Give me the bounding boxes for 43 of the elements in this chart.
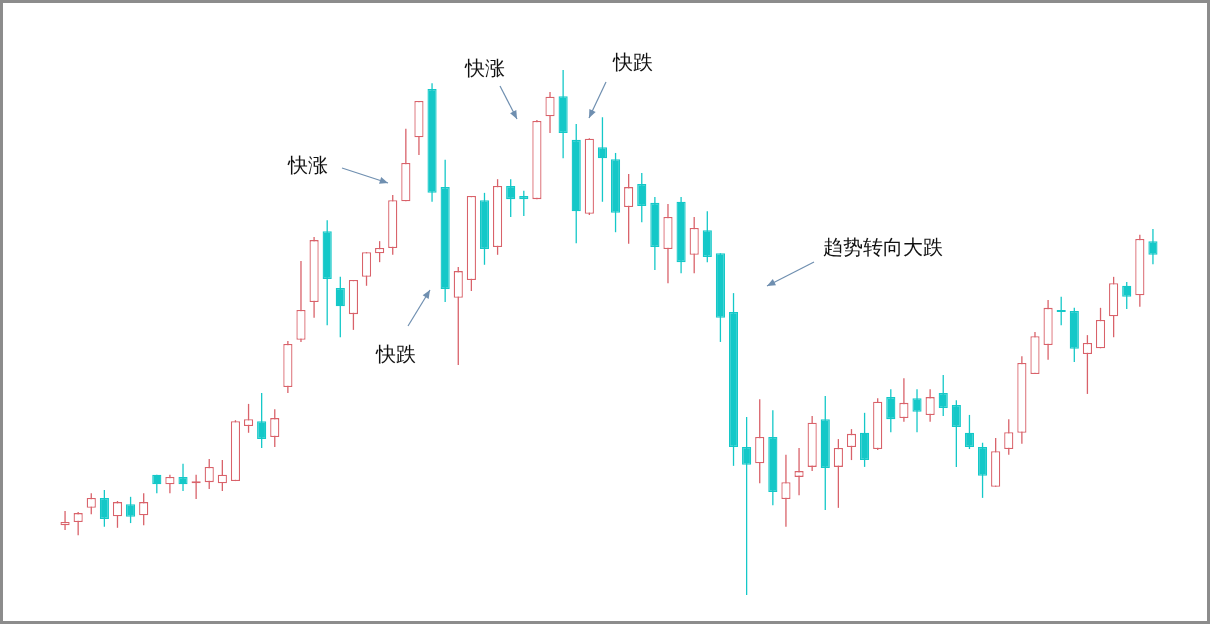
candlestick (60, 510, 70, 531)
candlestick (73, 511, 83, 536)
candlestick (938, 374, 948, 417)
candlestick (637, 172, 647, 223)
candlestick (257, 392, 267, 449)
candlestick (361, 251, 372, 287)
candlestick (597, 116, 608, 203)
annotation: 快跌 (376, 340, 416, 368)
annotation: 快涨 (288, 151, 328, 179)
candlestick (165, 474, 175, 494)
candlestick (886, 388, 896, 433)
candlestick (335, 276, 345, 338)
candlestick (755, 398, 765, 484)
candlestick (794, 447, 804, 496)
candlestick (833, 438, 843, 509)
candlestick (925, 388, 935, 423)
candlestick (964, 414, 975, 450)
candlestick (742, 416, 752, 596)
candlestick (112, 500, 123, 529)
annotation: 快跌 (613, 48, 653, 76)
candlestick (99, 489, 109, 528)
candlestick (912, 388, 922, 433)
candlestick (951, 399, 961, 468)
candlestick (545, 91, 555, 134)
candlestick (217, 459, 227, 492)
candlestick (506, 178, 516, 218)
candlestick (86, 492, 96, 515)
candlestick (243, 403, 254, 434)
candlestick (519, 190, 529, 217)
candlestick (1082, 334, 1092, 395)
candlestick (375, 240, 385, 263)
annotation: 趋势转向大跌 (823, 233, 943, 261)
candlestick (1148, 228, 1158, 265)
candlestick (624, 173, 634, 245)
candlestick (1004, 418, 1014, 456)
candlestick (781, 454, 791, 528)
annotation: 快涨 (465, 54, 505, 82)
candlestick (126, 496, 136, 524)
candlestick (846, 428, 857, 461)
candlestick (178, 463, 188, 492)
candlestick (1122, 281, 1132, 310)
candlestick (899, 377, 909, 423)
candlestick (270, 408, 280, 448)
